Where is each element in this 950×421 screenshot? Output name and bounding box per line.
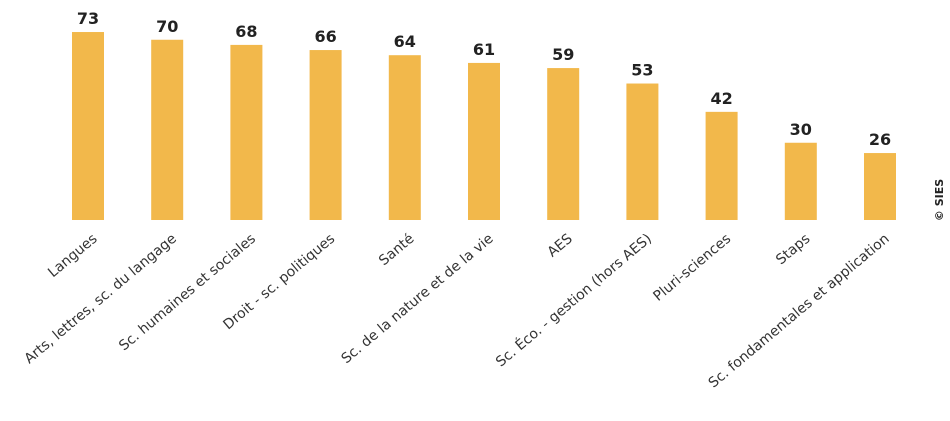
value-label: 30 bbox=[790, 120, 812, 139]
x-tick-label: Sc. de la nature et de la vie bbox=[339, 231, 497, 367]
value-label: 42 bbox=[710, 89, 732, 108]
x-tick-label: Langues bbox=[45, 231, 100, 281]
value-label: 53 bbox=[631, 61, 653, 80]
credit: © SIES bbox=[933, 179, 946, 221]
bar bbox=[388, 55, 421, 221]
bar bbox=[547, 68, 580, 220]
x-tick-label: Sc. humaines et sociales bbox=[116, 231, 259, 354]
x-tick-label: Pluri-sciences bbox=[650, 231, 734, 305]
value-label: 73 bbox=[77, 9, 99, 28]
value-label: 61 bbox=[473, 40, 495, 59]
x-tick-label: Arts, lettres, sc. du langage bbox=[22, 231, 180, 367]
x-tick-label: Santé bbox=[376, 231, 417, 269]
value-label: 68 bbox=[235, 22, 257, 41]
x-tick-label: Sc. Éco. - gestion (hors AES) bbox=[492, 230, 655, 370]
value-label: 66 bbox=[314, 27, 336, 46]
x-tick-label: AES bbox=[545, 231, 576, 261]
bar bbox=[784, 142, 817, 220]
bar bbox=[864, 153, 896, 220]
value-label: 26 bbox=[869, 130, 891, 149]
value-label: 70 bbox=[156, 17, 178, 36]
x-tick-label: Staps bbox=[773, 231, 813, 268]
value-label: 64 bbox=[394, 32, 416, 51]
bar bbox=[705, 111, 738, 220]
value-label: 59 bbox=[552, 45, 574, 64]
bar bbox=[309, 50, 342, 220]
bar bbox=[230, 44, 263, 221]
bar bbox=[626, 83, 659, 221]
bar bbox=[72, 32, 104, 221]
bar bbox=[151, 39, 184, 220]
bar bbox=[468, 62, 500, 220]
